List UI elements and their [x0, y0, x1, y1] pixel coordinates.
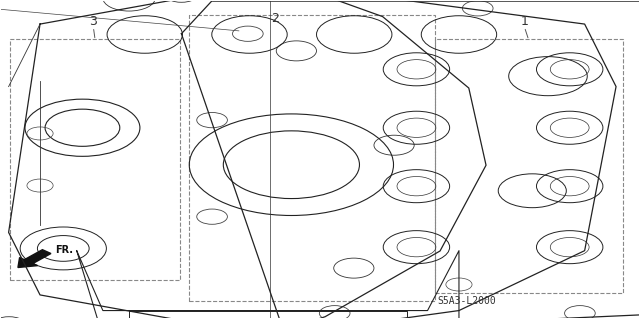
Text: S5A3-L2000: S5A3-L2000: [438, 296, 496, 306]
Text: 3: 3: [90, 15, 97, 28]
Text: FR.: FR.: [55, 245, 73, 255]
Text: 2: 2: [271, 12, 279, 25]
FancyArrow shape: [18, 250, 51, 268]
Text: 1: 1: [520, 15, 528, 28]
